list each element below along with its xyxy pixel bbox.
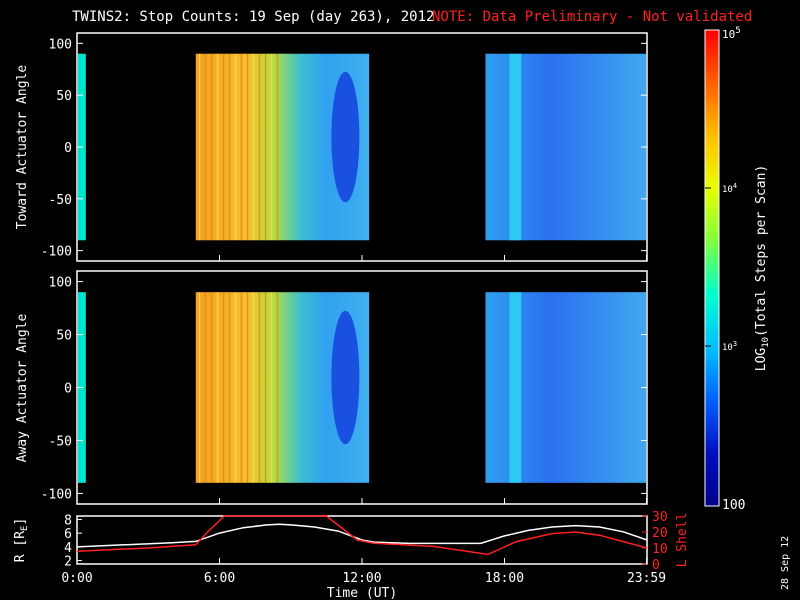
toward-heatmap xyxy=(78,53,646,241)
away-y-tick-label: 50 xyxy=(56,329,72,344)
toward-y-tick-label: -100 xyxy=(41,245,72,260)
away-y-label: Away Actuator Angle xyxy=(15,313,30,462)
away-mid-streak xyxy=(246,292,249,483)
away-late-band xyxy=(509,292,522,483)
toward-angle-panel: 100 50 0 -50 -100 Toward Actuator Angle xyxy=(15,32,648,262)
toward-mid-streak xyxy=(240,53,243,241)
away-mid-minimum xyxy=(331,310,360,445)
lshell-y-tick-label: 10 xyxy=(652,542,668,557)
colorbar-upper-tick: 104 xyxy=(722,182,737,195)
toward-mid-streak xyxy=(252,53,255,241)
toward-y-label: Toward Actuator Angle xyxy=(15,65,30,230)
colorbar-top-tick: 105 xyxy=(722,26,741,41)
toward-mid-streak xyxy=(228,53,231,241)
radius-series-line xyxy=(76,523,648,548)
away-mid-streak xyxy=(240,292,243,483)
toward-mid-streak xyxy=(198,53,201,241)
colorbar: 105 104 103 100 LOG10(Total Steps per Sc… xyxy=(704,26,771,513)
away-y-tick-label: 100 xyxy=(49,276,72,291)
away-y-tick-label: -100 xyxy=(41,487,72,502)
toward-mid-streak xyxy=(234,53,237,241)
toward-mid-streak xyxy=(270,53,273,241)
lshell-series-line xyxy=(76,515,648,556)
away-heatmap xyxy=(78,292,646,483)
chart-title: TWINS2: Stop Counts: 19 Sep (day 263), 2… xyxy=(72,9,434,25)
away-mid-streak xyxy=(222,292,225,483)
away-mid-streak xyxy=(264,292,267,483)
toward-mid-streak xyxy=(276,53,279,241)
toward-mid-streak xyxy=(222,53,225,241)
time-x-label: Time (UT) xyxy=(327,586,397,600)
away-y-tick-label: 0 xyxy=(64,382,72,397)
radius-y-label: R [RE] xyxy=(13,518,30,563)
lshell-y-tick-label: 0 xyxy=(652,558,660,573)
away-mid-streak xyxy=(228,292,231,483)
toward-y-tick-label: 100 xyxy=(49,37,72,52)
away-mid-streak xyxy=(210,292,213,483)
toward-y-tick-label: -50 xyxy=(49,193,72,208)
colorbar-label: LOG10(Total Steps per Scan) xyxy=(754,165,771,372)
radius-y-tick-label: 2 xyxy=(64,555,72,570)
away-y-tick-label: -50 xyxy=(49,434,72,449)
away-mid-streak xyxy=(276,292,279,483)
toward-y-ticks: 100 50 0 -50 -100 xyxy=(41,37,647,260)
toward-mid-streak xyxy=(210,53,213,241)
away-y-ticks: 100 50 0 -50 -100 xyxy=(41,276,647,502)
away-mid-streak xyxy=(270,292,273,483)
time-x-tick-label: 0:00 xyxy=(61,571,92,586)
time-x-ticks: 0:00 6:00 12:00 18:00 23:59 xyxy=(61,255,666,586)
away-mid-streak xyxy=(204,292,207,483)
toward-y-tick-label: 50 xyxy=(56,89,72,104)
away-mid-streak xyxy=(252,292,255,483)
toward-late-band xyxy=(509,53,522,241)
date-stamp: 28 Sep 12 xyxy=(780,536,791,590)
away-mid-streak xyxy=(234,292,237,483)
toward-mid-streak xyxy=(246,53,249,241)
toward-mid-streak xyxy=(258,53,261,241)
radius-y-tick-label: 6 xyxy=(64,527,72,542)
away-mid-streak xyxy=(198,292,201,483)
toward-mid-minimum xyxy=(331,71,360,203)
away-mid-streak xyxy=(216,292,219,483)
colorbar-bottom-tick: 100 xyxy=(722,498,745,513)
time-x-tick-label: 6:00 xyxy=(204,571,235,586)
toward-mid-streak xyxy=(264,53,267,241)
lshell-y-tick-label: 30 xyxy=(652,510,668,525)
toward-mid-streak xyxy=(204,53,207,241)
time-x-tick-label: 12:00 xyxy=(342,571,381,586)
radius-y-tick-label: 8 xyxy=(64,513,72,528)
away-angle-panel: 100 50 0 -50 -100 Away Actuator Angle xyxy=(15,270,648,505)
toward-y-tick-label: 0 xyxy=(64,141,72,156)
lshell-y-tick-label: 20 xyxy=(652,526,668,541)
colorbar-lower-tick: 103 xyxy=(722,340,737,353)
toward-mid-streak xyxy=(216,53,219,241)
preliminary-note: NOTE: Data Preliminary - Not validated xyxy=(432,9,752,25)
orbit-lines xyxy=(76,515,648,556)
time-x-tick-label: 23:59 xyxy=(627,571,666,586)
colorbar-bar xyxy=(704,29,720,507)
away-mid-streak xyxy=(258,292,261,483)
lshell-y-label: L Shell xyxy=(675,513,690,568)
time-x-tick-label: 18:00 xyxy=(485,571,524,586)
radius-y-tick-label: 4 xyxy=(64,541,72,556)
